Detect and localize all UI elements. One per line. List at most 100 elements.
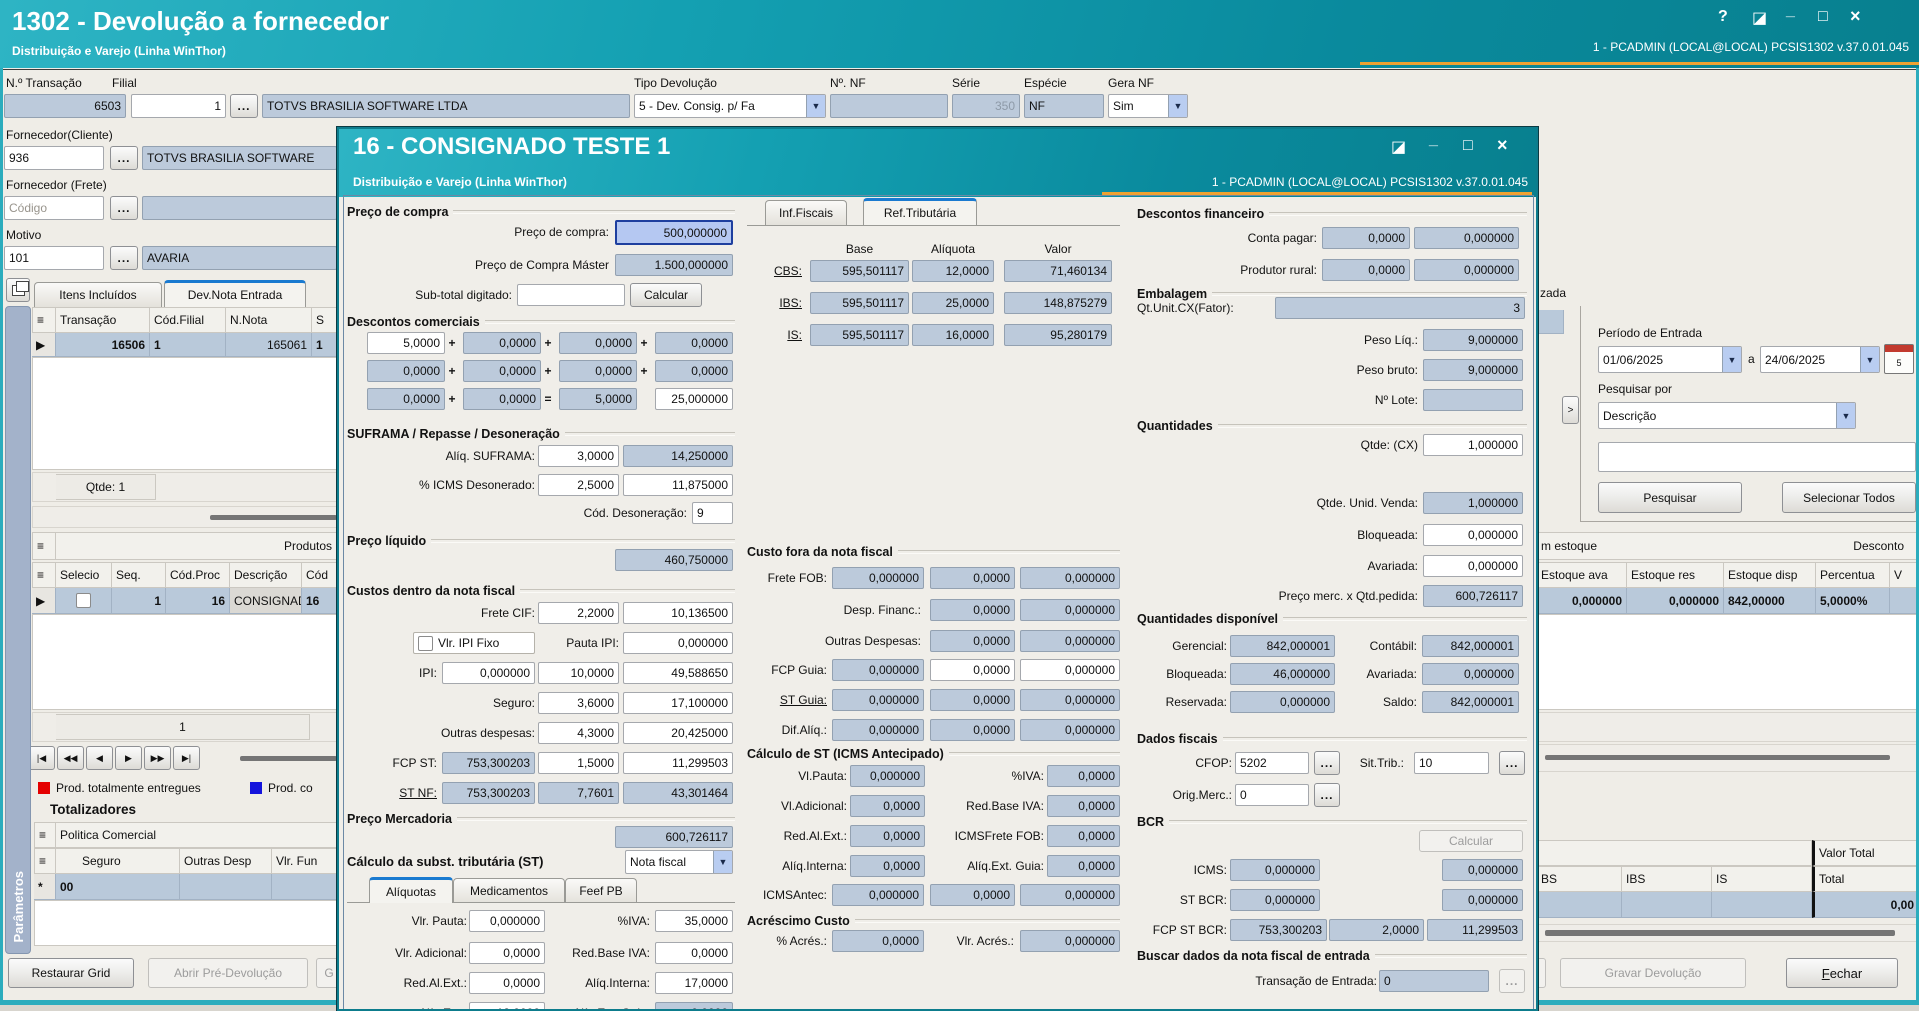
minimize-icon[interactable]: _ <box>1429 131 1438 148</box>
tab-dev-nota-entrada[interactable]: Dev.Nota Entrada <box>164 280 306 307</box>
bcr-calcular-button[interactable]: Calcular <box>1419 830 1523 852</box>
calcular-button[interactable]: Calcular <box>630 283 702 307</box>
orig-merc-lookup-button[interactable]: ... <box>1314 783 1340 807</box>
chevron-down-icon[interactable]: ▼ <box>713 851 732 873</box>
cell-seq[interactable]: 1 <box>112 588 166 614</box>
fornecedor-cliente-field[interactable]: 936 <box>4 146 104 170</box>
cell-ibs[interactable] <box>1622 892 1712 918</box>
col-estoque-ava[interactable]: Estoque ava <box>1537 562 1627 588</box>
col-descricao[interactable]: Descrição <box>230 562 302 588</box>
nav-nextpage-button[interactable]: ▶▶ <box>144 746 171 770</box>
is-label[interactable]: IS: <box>787 328 802 342</box>
detach-panel-button[interactable] <box>6 278 30 302</box>
orig-merc-field[interactable]: 0 <box>1235 784 1309 806</box>
selecionar-todos-button[interactable]: Selecionar Todos <box>1782 482 1916 513</box>
col-seguro[interactable]: Seguro <box>56 848 180 874</box>
sit-trib-field[interactable]: 10 <box>1414 752 1489 774</box>
nav-prevpage-button[interactable]: ◀◀ <box>57 746 84 770</box>
red-al-ext-field[interactable]: 0,0000 <box>469 972 545 994</box>
nav-prev-button[interactable]: ◀ <box>86 746 113 770</box>
cell-politica-key[interactable]: 00 <box>56 874 180 900</box>
cell-valor-total[interactable]: 0,00 <box>1812 892 1919 918</box>
col-s[interactable]: S <box>312 307 337 333</box>
cell-selecionado[interactable] <box>56 588 112 614</box>
seguro-vlr-field[interactable]: 17,100000 <box>623 692 733 714</box>
nav-last-button[interactable]: ▶| <box>173 746 200 770</box>
checkbox-icon[interactable] <box>418 635 433 651</box>
col-v[interactable]: V <box>1890 562 1919 588</box>
cod-desoneracao-field[interactable]: 9 <box>692 502 733 524</box>
col-outras-desp[interactable]: Outras Desp <box>180 848 272 874</box>
fcp-guia-pct-field[interactable]: 0,0000 <box>930 659 1015 681</box>
st-nf-label[interactable]: ST NF: <box>399 786 437 800</box>
preco-compra-field[interactable]: 500,000000 <box>615 220 733 245</box>
cell-bs[interactable] <box>1537 892 1622 918</box>
col-nnota[interactable]: N.Nota <box>226 307 312 333</box>
ipi-vlr-field[interactable]: 0,000000 <box>442 662 535 684</box>
cell-estoque-res[interactable]: 0,000000 <box>1627 588 1724 614</box>
gravar-devolucao-button[interactable]: Gravar Devolução <box>1560 958 1746 988</box>
maximize-icon[interactable]: □ <box>1463 137 1473 154</box>
frete-cif-vlr-field[interactable]: 10,136500 <box>623 602 733 624</box>
col-selecionado[interactable]: Selecio <box>56 562 112 588</box>
cell-is[interactable] <box>1712 892 1812 918</box>
cell-s[interactable]: 1 <box>312 333 337 357</box>
fcp-st-pct-field[interactable]: 1,5000 <box>538 752 619 774</box>
icms-desonerado-vlr-field[interactable]: 11,875000 <box>623 474 733 496</box>
tab-feef-pb[interactable]: Feef PB <box>565 878 637 903</box>
nav-first-button[interactable]: |◀ <box>28 746 55 770</box>
cfop-lookup-button[interactable]: ... <box>1314 751 1340 775</box>
chevron-down-icon[interactable]: ▼ <box>1836 403 1855 428</box>
tab-parametros[interactable]: Parâmetros <box>5 306 31 954</box>
outras-vlr-field[interactable]: 20,425000 <box>623 722 733 744</box>
cell-outras[interactable] <box>180 874 272 900</box>
pesquisar-por-select[interactable]: Descrição ▼ <box>1598 402 1856 429</box>
cell-estoque-disp[interactable]: 842,00000 <box>1724 588 1816 614</box>
data-inicial-select[interactable]: 01/06/2025 ▼ <box>1598 346 1742 373</box>
col-estoque-res[interactable]: Estoque res <box>1627 562 1724 588</box>
motivo-lookup-button[interactable]: ... <box>110 246 138 270</box>
frete-cif-pct-field[interactable]: 2,2000 <box>538 602 619 624</box>
ibs-label[interactable]: IBS: <box>779 296 802 310</box>
col-percentual[interactable]: Percentua <box>1816 562 1890 588</box>
aliq-ext-field[interactable]: 12,0000 <box>469 1002 545 1009</box>
fcp-st-vlr-field[interactable]: 11,299503 <box>623 752 733 774</box>
calendar-icon[interactable]: 5 <box>1884 344 1914 374</box>
pesquisar-button[interactable]: Pesquisar <box>1598 482 1742 513</box>
cell-vlr[interactable] <box>272 874 337 900</box>
transacao-entrada-lookup-button[interactable]: ... <box>1499 969 1525 993</box>
fornecedor-frete-lookup-button[interactable]: ... <box>110 196 138 220</box>
icms-desonerado-pct-field[interactable]: 2,5000 <box>538 474 619 496</box>
vlr-ipi-fixo-checkbox[interactable]: Vlr. IPI Fixo <box>413 632 535 654</box>
restaurar-grid-button[interactable]: Restaurar Grid <box>8 958 134 988</box>
red-base-iva-field[interactable]: 0,0000 <box>655 942 733 964</box>
pauta-ipi-field[interactable]: 0,000000 <box>623 632 733 654</box>
gera-nf-select[interactable]: Sim ▼ <box>1108 94 1188 118</box>
chevron-down-icon[interactable]: ▼ <box>1168 95 1187 117</box>
nav-next-button[interactable]: ▶ <box>115 746 142 770</box>
col-is[interactable]: IS <box>1712 866 1812 892</box>
outras-pct-field[interactable]: 4,3000 <box>538 722 619 744</box>
fornecedor-cliente-lookup-button[interactable]: ... <box>110 146 138 170</box>
col-total[interactable]: Total <box>1812 866 1919 892</box>
cell-cod2[interactable]: 16 <box>302 588 337 614</box>
qtde-cx-field[interactable]: 1,000000 <box>1423 434 1523 456</box>
fornecedor-frete-field[interactable]: Código <box>4 196 104 220</box>
col-cod-prod[interactable]: Cód.Proc <box>166 562 230 588</box>
tab-aliquotas[interactable]: Alíquotas <box>369 877 453 903</box>
col-bs[interactable]: BS <box>1537 866 1622 892</box>
col-vlr-fun[interactable]: Vlr. Fun <box>272 848 337 874</box>
restore-icon[interactable]: ◪ <box>1391 139 1407 156</box>
aliq-suframa-field[interactable]: 3,0000 <box>538 445 619 467</box>
iva-field[interactable]: 35,0000 <box>655 910 733 932</box>
vlr-adicional-field[interactable]: 0,0000 <box>469 942 545 964</box>
cell-transacao[interactable]: 16506 <box>56 333 150 357</box>
cell-percentual[interactable]: 5,0000% <box>1816 588 1890 614</box>
col-cod2[interactable]: Cód <box>302 562 337 588</box>
cell-filial[interactable]: 1 <box>150 333 226 357</box>
col-estoque-disp[interactable]: Estoque disp <box>1724 562 1816 588</box>
tab-ref-tributaria[interactable]: Ref.Tributária <box>863 198 977 225</box>
col-transacao[interactable]: Transação <box>56 307 150 333</box>
tab-itens-incluidos[interactable]: Itens Incluídos <box>34 282 162 307</box>
